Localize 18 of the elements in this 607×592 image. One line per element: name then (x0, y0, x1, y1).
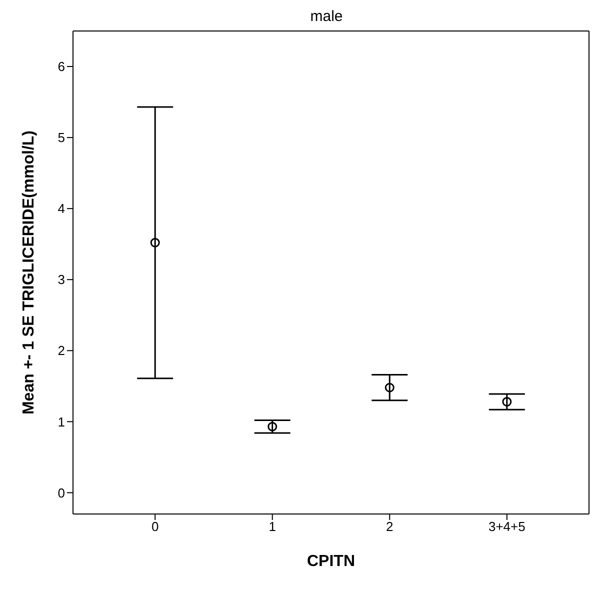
y-tick-label: 1 (58, 414, 65, 430)
point (384, 382, 394, 392)
chart-title: male (309, 8, 344, 25)
x-tick-label: 3+4+5 (488, 519, 526, 534)
y-tick-label: 4 (58, 201, 65, 216)
x-tick-label: 0 (151, 519, 159, 534)
x-axis-title: CPITN (307, 553, 355, 570)
point (150, 238, 160, 248)
point (268, 422, 278, 432)
x-tick-label: 1 (268, 519, 276, 534)
y-tick-label: 6 (58, 59, 65, 74)
x-tick-label: 2 (386, 519, 394, 534)
y-tick-label: 2 (58, 343, 65, 358)
y-axis-title: Mean +- 1 SE TRIGLICERIDE(mmol/L) (20, 130, 38, 415)
y-tick-label: 3 (58, 272, 65, 288)
y-tick-label: 5 (58, 130, 65, 146)
y-tick-label: 0 (58, 485, 65, 500)
point (502, 397, 512, 407)
